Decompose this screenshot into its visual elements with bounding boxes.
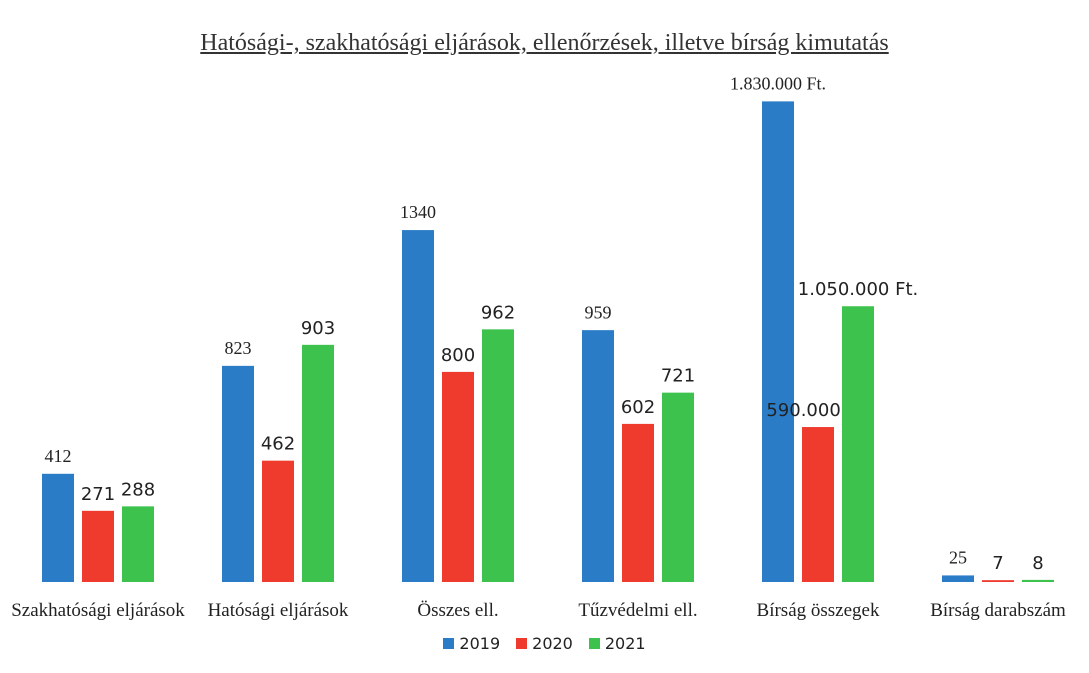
- bar: [262, 460, 294, 582]
- bar: [122, 506, 154, 582]
- legend-label: 2019: [459, 634, 501, 653]
- legend-swatch: [516, 638, 528, 649]
- data-label: 288: [121, 479, 155, 500]
- bar: [1022, 579, 1054, 582]
- data-label: 7: [992, 553, 1003, 574]
- data-label: 1.830.000 Ft.: [730, 74, 826, 94]
- bar: [802, 427, 834, 582]
- data-label: 271: [81, 484, 115, 505]
- bar: [942, 575, 974, 582]
- x-tick-label: Bírság darabszám: [930, 600, 1066, 621]
- data-label: 462: [261, 434, 295, 455]
- bar: [222, 365, 254, 582]
- data-label: 412: [45, 446, 72, 466]
- data-label: 959: [585, 302, 612, 322]
- legend-swatch: [588, 638, 600, 649]
- data-label: 1340: [400, 202, 436, 222]
- bar: [762, 101, 794, 582]
- x-tick-label: Tűzvédelmi ell.: [578, 600, 698, 621]
- chart-title: Hatósági-, szakhatósági eljárások, ellen…: [200, 30, 889, 56]
- bar: [482, 329, 514, 582]
- bar: [582, 330, 614, 582]
- data-label: 602: [621, 397, 655, 418]
- legend-item: 2019: [443, 634, 500, 653]
- bar: [42, 473, 74, 582]
- data-label: 903: [301, 318, 335, 339]
- x-tick-label: Bírság összegek: [756, 600, 880, 621]
- data-label: 962: [481, 302, 515, 323]
- legend-swatch: [443, 638, 455, 649]
- bar: [442, 371, 474, 582]
- bar: [302, 344, 334, 582]
- legend-label: 2020: [532, 634, 573, 653]
- x-tick-label: Összes ell.: [417, 600, 499, 621]
- x-tick-label: Szakhatósági eljárások: [11, 600, 185, 621]
- data-label: 800: [441, 345, 475, 366]
- data-label: 25: [949, 548, 967, 568]
- legend: 2019 2020 2021: [0, 634, 1089, 653]
- legend-item: 2020: [516, 634, 573, 653]
- x-tick-label: Hatósági eljárások: [207, 600, 349, 621]
- legend-label: 2021: [604, 634, 646, 653]
- data-label: 1.050.000 Ft.: [798, 279, 918, 300]
- bar: [402, 230, 434, 583]
- bar: [982, 580, 1014, 582]
- legend-item: 2021: [588, 634, 646, 653]
- data-label: 8: [1032, 553, 1043, 574]
- data-label: 823: [225, 338, 252, 358]
- data-label: 721: [661, 366, 695, 387]
- bar: [662, 392, 694, 582]
- bar: [622, 423, 654, 582]
- bar: [82, 510, 114, 582]
- bar: [842, 306, 874, 582]
